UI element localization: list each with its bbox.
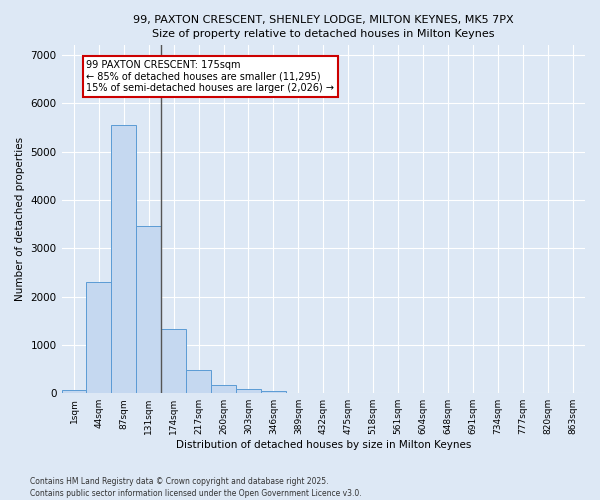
Bar <box>136 226 161 393</box>
Text: 99 PAXTON CRESCENT: 175sqm
← 85% of detached houses are smaller (11,295)
15% of : 99 PAXTON CRESCENT: 175sqm ← 85% of deta… <box>86 60 334 93</box>
X-axis label: Distribution of detached houses by size in Milton Keynes: Distribution of detached houses by size … <box>176 440 471 450</box>
Bar <box>186 370 211 393</box>
Bar <box>112 125 136 393</box>
Bar <box>161 330 186 393</box>
Bar <box>86 282 112 393</box>
Text: Contains HM Land Registry data © Crown copyright and database right 2025.
Contai: Contains HM Land Registry data © Crown c… <box>30 476 362 498</box>
Bar <box>211 385 236 393</box>
Title: 99, PAXTON CRESCENT, SHENLEY LODGE, MILTON KEYNES, MK5 7PX
Size of property rela: 99, PAXTON CRESCENT, SHENLEY LODGE, MILT… <box>133 15 514 39</box>
Bar <box>62 390 86 393</box>
Bar <box>261 392 286 393</box>
Bar <box>236 389 261 393</box>
Y-axis label: Number of detached properties: Number of detached properties <box>15 137 25 302</box>
